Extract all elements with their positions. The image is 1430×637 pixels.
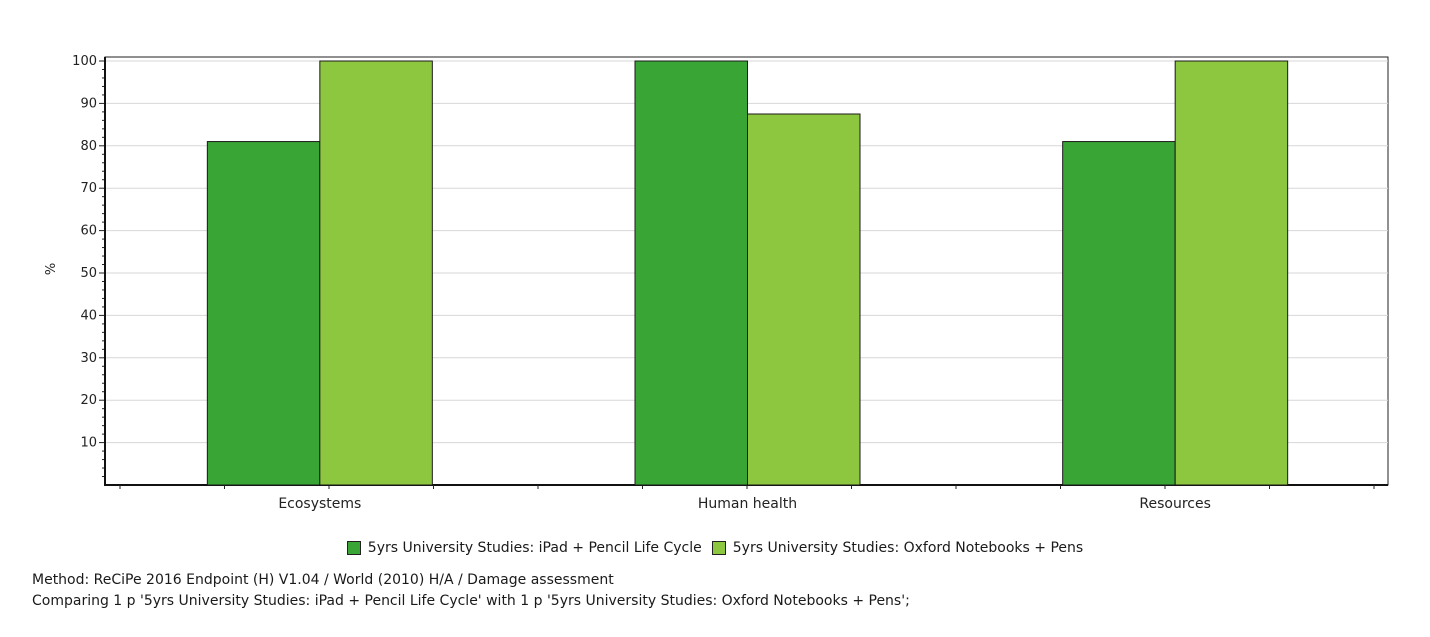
legend-item-series-1: 5yrs University Studies: iPad + Pencil L…: [346, 540, 702, 556]
bar-2-ecosystems: [319, 60, 433, 486]
method-note: Method: ReCiPe 2016 Endpoint (H) V1.04 /…: [32, 572, 614, 588]
comparison-note: Comparing 1 p '5yrs University Studies: …: [32, 593, 910, 609]
bar-2-human-health: [747, 113, 861, 486]
bar-1-human-health: [634, 60, 748, 486]
y-tick-label: 60: [80, 224, 97, 239]
legend-label-series-1: 5yrs University Studies: iPad + Pencil L…: [367, 540, 702, 556]
y-tick-label: 20: [80, 393, 97, 408]
y-tick-label: 30: [80, 351, 97, 366]
y-tick-label: 90: [80, 96, 97, 111]
legend: 5yrs University Studies: iPad + Pencil L…: [0, 537, 1430, 559]
legend-swatch-series-1: [346, 541, 361, 555]
y-tick-label: 50: [80, 266, 97, 281]
legend-swatch-series-2: [711, 541, 726, 555]
chart-notes: Method: ReCiPe 2016 Endpoint (H) V1.04 /…: [32, 570, 910, 612]
bar-1-resources: [1062, 141, 1176, 486]
y-axis-label: %: [44, 263, 59, 275]
y-tick-label: 70: [80, 181, 97, 196]
bar-1-ecosystems: [206, 141, 321, 486]
y-tick-label: 80: [80, 139, 97, 154]
legend-item-series-2: 5yrs University Studies: Oxford Notebook…: [711, 540, 1084, 556]
x-tick-label: Resources: [1139, 496, 1211, 512]
x-tick-label: Ecosystems: [278, 496, 361, 512]
bar-chart: 10 20 30 40 50 60 70 80 90 100% Ecosystems Human he…: [44, 54, 1389, 512]
y-tick-label: 40: [80, 308, 97, 323]
x-tick-label: Human health: [698, 496, 797, 512]
legend-label-series-2: 5yrs University Studies: Oxford Notebook…: [732, 540, 1084, 556]
y-tick-label: 100: [72, 54, 97, 69]
bar-2-resources: [1174, 60, 1289, 486]
chart-area: 10 20 30 40 50 60 70 80 90 100% Ecosystems Human he…: [44, 54, 1389, 512]
y-tick-label: 10: [80, 436, 97, 451]
